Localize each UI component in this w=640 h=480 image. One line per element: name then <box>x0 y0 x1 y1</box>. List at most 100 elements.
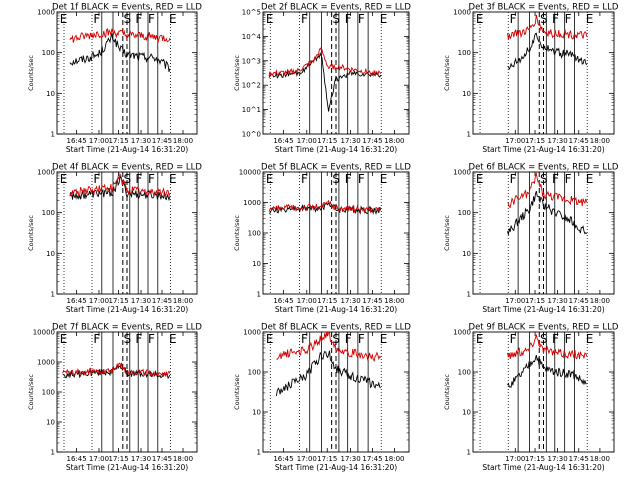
y-tick-label: 10 <box>46 419 55 427</box>
y-axis-label: Counts/sec <box>443 55 451 91</box>
lld-series-line <box>69 28 171 43</box>
y-axis-label: Counts/sec <box>27 55 35 91</box>
x-tick-label: 17:30 <box>131 455 151 463</box>
x-tick-label: 17:15 <box>525 297 545 305</box>
event-marker: S <box>124 172 132 186</box>
y-tick-label: 10 <box>462 90 471 98</box>
event-marker: E <box>476 172 484 186</box>
x-tick-label: 17:15 <box>317 297 337 305</box>
y-tick-label: 1000 <box>37 9 55 17</box>
x-tick-label: 17:30 <box>341 137 361 145</box>
events-series-line <box>69 33 171 73</box>
y-tick-label: 1 <box>467 291 471 299</box>
panel-5: Det 5f BLACK = Events, RED = LLD 1 10 100 10… <box>233 163 411 315</box>
x-tick-label: 17:00 <box>505 137 525 145</box>
event-marker: E <box>586 12 594 26</box>
lld-series-line <box>62 362 171 378</box>
x-tick-label: 16:45 <box>67 455 87 463</box>
y-tick-label: 1 <box>51 131 55 139</box>
y-tick-label: 10000 <box>33 329 55 337</box>
events-series-line <box>275 350 381 396</box>
event-marker: S <box>540 12 548 26</box>
events-series-line <box>507 354 587 388</box>
y-tick-label: 100 <box>42 389 55 397</box>
event-marker: S <box>332 172 340 186</box>
event-marker: F <box>301 332 308 346</box>
events-series-line <box>268 52 382 112</box>
event-marker: E <box>169 172 177 186</box>
y-tick-label: 1000 <box>453 329 471 337</box>
lld-series-line <box>507 334 588 360</box>
y-tick-label: 10^0 <box>242 131 261 139</box>
events-series-line <box>507 190 588 235</box>
event-marker: E <box>586 332 594 346</box>
x-axis-label: Start Time (21-Aug-14 16:31:20) <box>482 145 604 154</box>
lld-series-line <box>507 172 588 209</box>
x-tick-label: 17:00 <box>505 455 525 463</box>
x-tick-label: 17:00 <box>297 137 317 145</box>
y-tick-label: 1000 <box>243 329 261 337</box>
event-marker: E <box>380 332 388 346</box>
panel-title: Det 9f BLACK = Events, RED = LLD <box>469 323 619 333</box>
y-tick-label: 100 <box>248 369 261 377</box>
y-tick-label: 100 <box>458 209 471 217</box>
x-tick-label: 18:00 <box>384 137 404 145</box>
event-marker: F <box>565 12 572 26</box>
y-tick-label: 100 <box>42 49 55 57</box>
y-tick-label: 1 <box>467 449 471 457</box>
event-marker: F <box>93 332 100 346</box>
panel-title: Det 1f BLACK = Events, RED = LLD <box>52 3 202 13</box>
y-tick-label: 1 <box>51 291 55 299</box>
lld-series-line <box>268 47 382 78</box>
x-axis-label: Start Time (21-Aug-14 16:31:20) <box>275 145 397 154</box>
x-tick-label: 16:45 <box>273 297 293 305</box>
x-tick-label: 16:45 <box>273 455 293 463</box>
event-marker: F <box>358 12 365 26</box>
x-tick-label: 18:00 <box>590 297 610 305</box>
event-marker: E <box>476 12 484 26</box>
event-marker: S <box>540 172 548 186</box>
lld-series-line <box>69 172 171 198</box>
x-tick-label: 18:00 <box>590 137 610 145</box>
event-marker: S <box>124 12 132 26</box>
x-tick-label: 17:15 <box>525 137 545 145</box>
x-tick-label: 16:45 <box>67 297 87 305</box>
panel-title: Det 5f BLACK = Events, RED = LLD <box>261 163 411 173</box>
y-tick-label: 10^2 <box>242 82 261 90</box>
x-tick-label: 17:00 <box>505 297 525 305</box>
y-tick-label: 1 <box>467 131 471 139</box>
event-marker: F <box>510 12 517 26</box>
panel-7: Det 7f BLACK = Events, RED = LLD 1 10 100 10… <box>27 323 202 473</box>
event-marker: E <box>380 12 388 26</box>
x-tick-label: 17:45 <box>569 297 589 305</box>
y-tick-label: 10 <box>462 409 471 417</box>
event-marker: E <box>60 172 68 186</box>
panel-1: Det 1f BLACK = Events, RED = LLD 1 10 100 10… <box>27 3 202 155</box>
event-marker: E <box>476 332 484 346</box>
event-marker: E <box>380 172 388 186</box>
y-tick-label: 10 <box>252 409 261 417</box>
panel-3: Det 3f BLACK = Events, RED = LLD 1 10 100 10… <box>443 3 619 155</box>
y-axis-label: Counts/sec <box>443 374 451 410</box>
event-marker: F <box>301 12 308 26</box>
events-series-line <box>69 174 171 202</box>
x-tick-label: 17:30 <box>131 137 151 145</box>
y-axis-label: Counts/sec <box>443 215 451 251</box>
event-marker: F <box>345 332 352 346</box>
event-marker: E <box>266 172 274 186</box>
event-marker: E <box>266 332 274 346</box>
y-tick-label: 100 <box>42 209 55 217</box>
event-marker: F <box>345 172 352 186</box>
event-marker: E <box>586 172 594 186</box>
x-tick-label: 17:15 <box>317 455 337 463</box>
panel-title: Det 7f BLACK = Events, RED = LLD <box>52 323 202 333</box>
y-axis-label: Counts/sec <box>27 215 35 251</box>
event-marker: F <box>148 172 155 186</box>
x-axis-label: Start Time (21-Aug-14 16:31:20) <box>275 305 397 314</box>
x-tick-label: 17:45 <box>569 455 589 463</box>
x-tick-label: 17:00 <box>89 137 109 145</box>
x-tick-label: 17:45 <box>569 137 589 145</box>
x-tick-label: 16:45 <box>67 137 87 145</box>
event-marker: S <box>540 332 548 346</box>
panel-title: Det 2f BLACK = Events, RED = LLD <box>261 3 411 13</box>
